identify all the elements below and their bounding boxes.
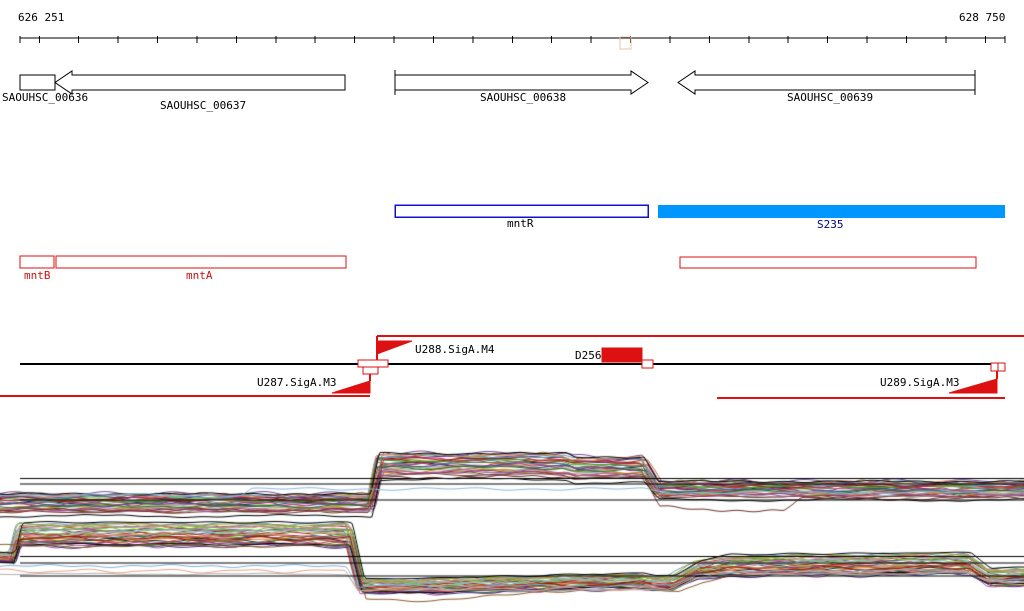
ruler-start-coordinate: 626 251 — [18, 11, 65, 24]
gene-arrow-SAOUHSC_00637[interactable] — [54, 70, 346, 95]
promoter-label-u288-siga-m4: U288.SigA.M4 — [415, 343, 495, 356]
promoter-label-u287-siga-m3: U287.SigA.M3 — [257, 376, 337, 389]
transcript-label-s235: S235 — [817, 218, 844, 231]
promoter-ramp-U287.SigA.M3[interactable] — [331, 380, 371, 394]
promoter-ramp-U289.SigA.M3[interactable] — [948, 378, 998, 394]
operon-label-mntb: mntB — [24, 269, 51, 282]
signal-box-outline-4[interactable] — [990, 362, 999, 372]
signal-box-outline-0[interactable] — [357, 359, 389, 368]
transcript-label-mntr: mntR — [507, 217, 534, 230]
operon-label-mnta: mntA — [186, 269, 213, 282]
promoter-ramp-U288.SigA.M4[interactable] — [376, 340, 413, 355]
promoter-label-u289-siga-m3: U289.SigA.M3 — [880, 376, 960, 389]
terminator-label-d256: D256 — [575, 349, 602, 362]
transcript-box-mntR[interactable] — [394, 204, 649, 218]
gene-arrow-SAOUHSC_00636[interactable] — [19, 74, 56, 91]
operon-box-mntB[interactable] — [19, 255, 55, 269]
terminator-box-filled[interactable] — [601, 347, 643, 363]
gene-label-saouhsc-00637: SAOUHSC_00637 — [160, 99, 247, 112]
signal-box-outline-1[interactable] — [362, 366, 379, 375]
position-cursor — [619, 36, 632, 50]
ruler-end-coordinate: 628 750 — [959, 11, 1006, 24]
gene-label-saouhsc-00639: SAOUHSC_00639 — [787, 91, 874, 104]
operon-box-unlabeled-2[interactable] — [679, 256, 977, 269]
signal-box-outline-5[interactable] — [997, 362, 1006, 372]
gene-label-saouhsc-00636: SAOUHSC_00636 — [2, 91, 89, 104]
transcript-bar-S235[interactable] — [658, 205, 1005, 218]
operon-box-mntA[interactable] — [55, 255, 347, 269]
gene-label-saouhsc-00638: SAOUHSC_00638 — [480, 91, 567, 104]
signal-box-outline-3[interactable] — [641, 359, 654, 369]
